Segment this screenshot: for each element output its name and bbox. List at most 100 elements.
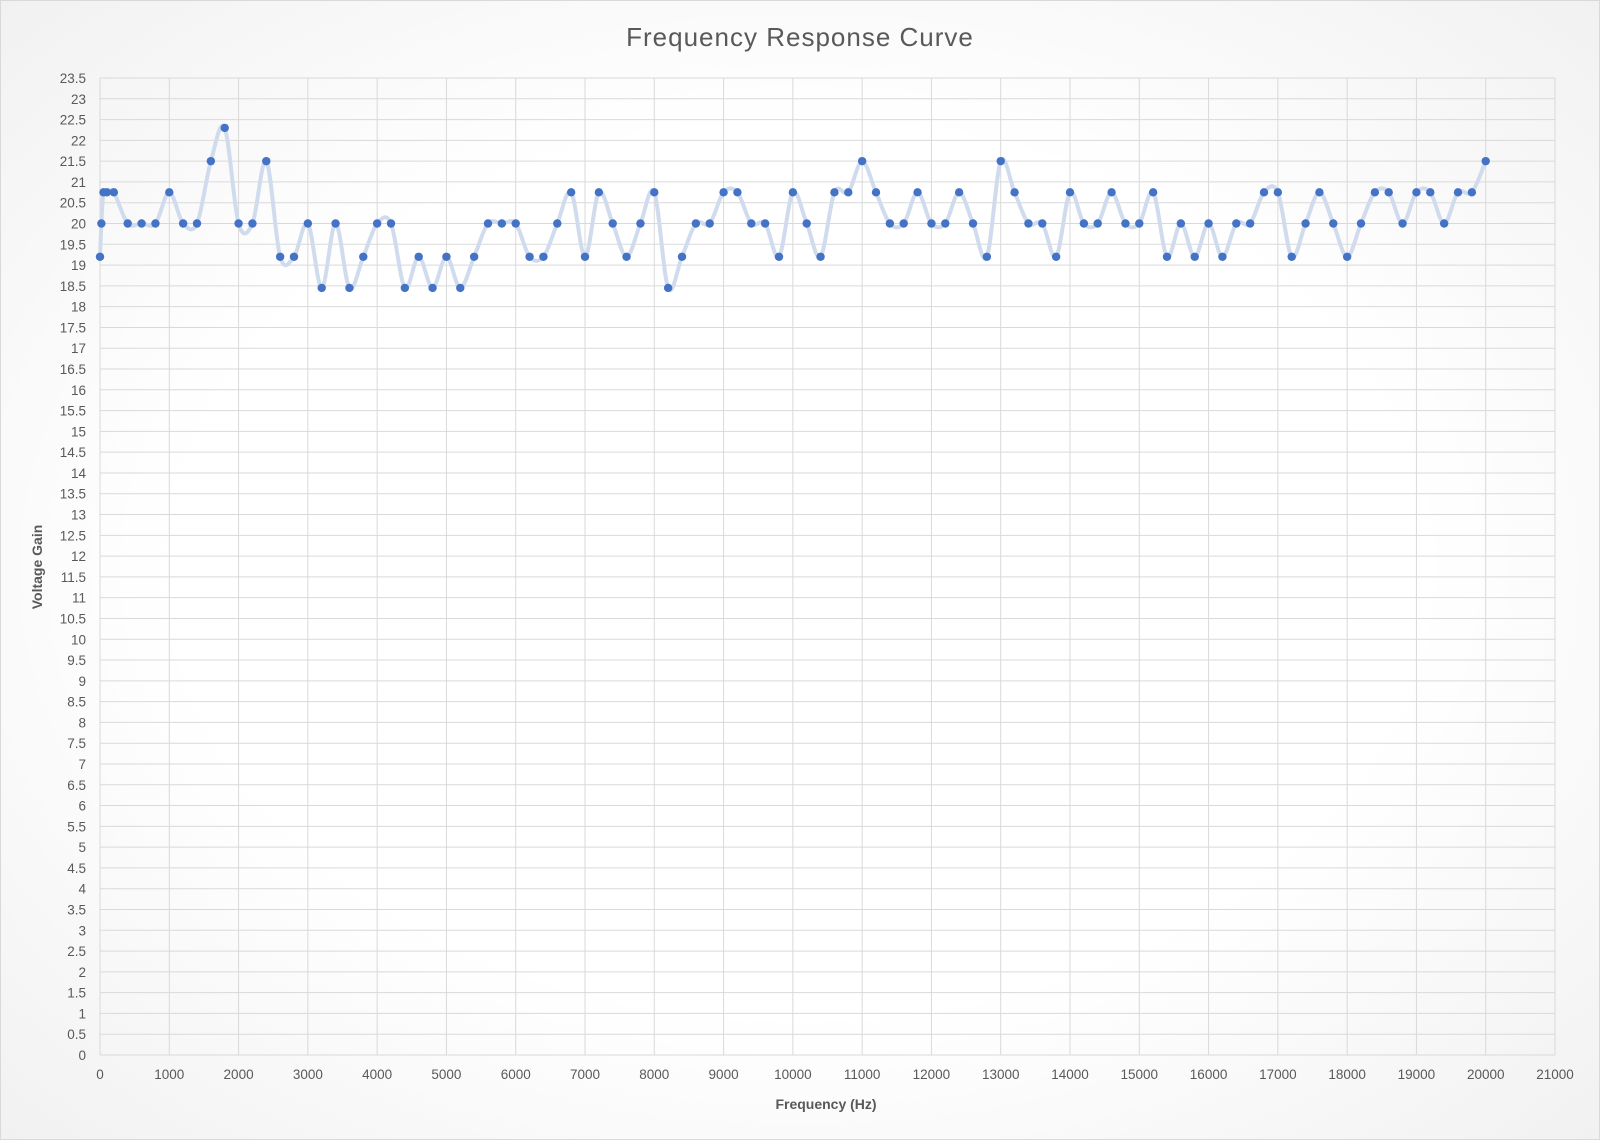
y-tick-label: 3 (78, 923, 86, 938)
data-point (102, 188, 112, 197)
y-tick-label: 21.5 (60, 154, 86, 169)
data-point (442, 252, 451, 261)
y-tick-label: 3.5 (67, 902, 86, 917)
y-tick-label: 1.5 (67, 986, 86, 1001)
x-tick-label: 0 (96, 1067, 104, 1082)
data-point (733, 188, 742, 197)
data-point (580, 252, 590, 261)
y-tick-label: 9.5 (67, 653, 86, 668)
y-tick-label: 0.5 (67, 1027, 86, 1042)
data-point (289, 252, 299, 261)
data-point (941, 219, 950, 228)
data-point (525, 252, 534, 261)
y-tick-label: 23.5 (60, 71, 86, 86)
data-point (1038, 219, 1047, 228)
data-point (1453, 188, 1463, 197)
y-tick-label: 15 (71, 424, 86, 439)
data-point (760, 219, 770, 228)
data-point (400, 283, 410, 293)
data-point (1121, 219, 1130, 228)
x-tick-label: 9000 (709, 1067, 739, 1082)
y-tick-label: 19 (71, 258, 86, 273)
y-tick-label: 18 (71, 300, 86, 315)
y-tick-label: 12.5 (60, 528, 86, 543)
y-tick-label: 14 (71, 466, 87, 481)
data-point (372, 219, 382, 228)
data-point (871, 188, 881, 197)
data-point (428, 283, 437, 293)
data-point (1384, 188, 1393, 197)
data-point (234, 219, 243, 228)
data-point (774, 252, 784, 261)
data-point (650, 188, 659, 197)
data-point (1329, 219, 1338, 228)
x-tick-label: 1000 (154, 1067, 184, 1082)
data-point (1467, 188, 1477, 197)
data-point (178, 219, 188, 228)
y-tick-label: 4.5 (67, 861, 86, 876)
y-tick-label: 6.5 (67, 778, 86, 793)
data-point (622, 252, 631, 261)
data-point (1135, 219, 1144, 228)
x-tick-label: 12000 (913, 1067, 951, 1082)
data-point (1107, 188, 1116, 197)
data-point (1190, 252, 1199, 261)
data-point (483, 219, 493, 228)
data-point (1079, 219, 1089, 228)
data-point (885, 219, 895, 228)
x-tick-label: 8000 (639, 1067, 669, 1082)
data-point (165, 188, 174, 197)
data-point (123, 219, 132, 228)
data-point (511, 219, 520, 228)
y-tick-label: 12 (71, 549, 86, 564)
y-tick-label: 11.5 (61, 570, 86, 585)
data-point (954, 188, 964, 197)
data-point (109, 188, 119, 197)
y-tick-label: 7 (78, 757, 86, 772)
y-tick-label: 8.5 (67, 695, 86, 710)
y-tick-label: 19.5 (60, 237, 86, 252)
y-tick-label: 22.5 (60, 113, 86, 128)
data-point (1148, 188, 1158, 197)
chart-title: Frequency Response Curve (626, 22, 974, 52)
x-tick-label: 18000 (1328, 1067, 1366, 1082)
data-point (345, 283, 354, 293)
y-tick-label: 21 (71, 175, 86, 190)
data-point (248, 219, 257, 228)
y-tick-label: 5 (78, 840, 86, 855)
data-point (1412, 188, 1421, 197)
data-point (636, 219, 645, 228)
data-point (275, 252, 285, 261)
y-tick-label: 14.5 (60, 445, 86, 460)
data-point (913, 188, 922, 197)
data-point (1342, 252, 1352, 261)
data-point (317, 283, 326, 293)
data-point (1301, 219, 1310, 228)
data-point (1398, 219, 1407, 228)
y-tick-label: 0 (78, 1048, 86, 1063)
data-point (594, 188, 604, 197)
data-point (262, 156, 271, 166)
data-point (1481, 156, 1490, 166)
data-point (1245, 219, 1255, 228)
data-point (1370, 188, 1380, 197)
data-point (386, 219, 396, 228)
data-point (414, 252, 423, 261)
y-tick-label: 2 (78, 965, 86, 980)
data-point (608, 219, 617, 228)
data-point (1259, 188, 1269, 197)
data-point (719, 188, 728, 197)
data-point (802, 219, 811, 228)
y-tick-label: 10 (71, 632, 86, 647)
x-tick-label: 19000 (1398, 1067, 1436, 1082)
x-tick-label: 7000 (570, 1067, 600, 1082)
data-point (303, 219, 313, 228)
data-point (899, 219, 908, 228)
x-tick-label: 17000 (1259, 1067, 1297, 1082)
data-point (1024, 219, 1033, 228)
x-tick-label: 4000 (362, 1067, 392, 1082)
y-tick-label: 17 (71, 341, 86, 356)
data-point (1356, 219, 1366, 228)
x-tick-label: 11000 (844, 1067, 881, 1082)
